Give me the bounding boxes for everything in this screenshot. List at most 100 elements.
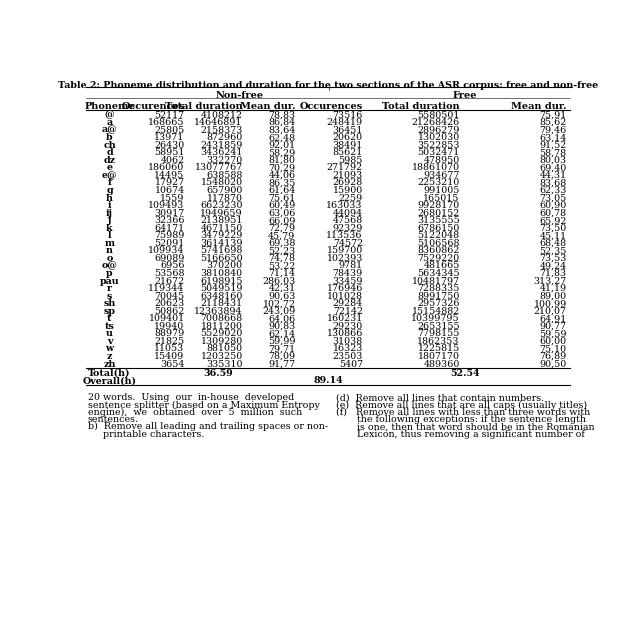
Text: f: f: [108, 178, 111, 187]
Text: 59,59: 59,59: [540, 329, 566, 338]
Text: 90,77: 90,77: [540, 322, 566, 331]
Text: 210,07: 210,07: [534, 307, 566, 316]
Text: 13077767: 13077767: [195, 163, 243, 172]
Text: 63,14: 63,14: [540, 133, 566, 142]
Text: 6786150: 6786150: [417, 224, 460, 233]
Text: 102,72: 102,72: [262, 299, 296, 308]
Text: 8991750: 8991750: [417, 292, 460, 301]
Text: 52117: 52117: [154, 110, 184, 119]
Text: 73516: 73516: [333, 110, 363, 119]
Text: 5122048: 5122048: [418, 231, 460, 240]
Text: 117870: 117870: [207, 194, 243, 203]
Text: 30917: 30917: [154, 208, 184, 218]
Text: v: v: [107, 337, 112, 346]
Text: 109493: 109493: [148, 201, 184, 210]
Text: p: p: [106, 269, 113, 278]
Text: 6348160: 6348160: [200, 292, 243, 301]
Text: 73,50: 73,50: [540, 224, 566, 233]
Text: 44,31: 44,31: [540, 171, 566, 180]
Text: 13971: 13971: [154, 133, 184, 142]
Text: 20623: 20623: [154, 299, 184, 308]
Text: 72,79: 72,79: [268, 224, 296, 233]
Text: is one, then that word should be in the Romanian: is one, then that word should be in the …: [336, 422, 595, 431]
Text: 286,03: 286,03: [262, 276, 296, 285]
Text: r: r: [107, 284, 112, 293]
Text: 32366: 32366: [154, 216, 184, 225]
Text: 1203250: 1203250: [200, 352, 243, 361]
Text: 45,79: 45,79: [268, 231, 296, 240]
Text: i: i: [108, 201, 111, 210]
Text: ch: ch: [103, 141, 116, 150]
Text: 7798155: 7798155: [417, 329, 460, 338]
Text: 29230: 29230: [333, 322, 363, 331]
Text: Occurences: Occurences: [122, 101, 184, 110]
Text: 335310: 335310: [206, 360, 243, 369]
Text: 86,35: 86,35: [268, 178, 296, 187]
Text: 5049519: 5049519: [200, 284, 243, 293]
Text: 18861070: 18861070: [412, 163, 460, 172]
Text: 1811200: 1811200: [201, 322, 243, 331]
Text: 10674: 10674: [154, 186, 184, 195]
Text: 101028: 101028: [327, 292, 363, 301]
Text: 2118431: 2118431: [200, 299, 243, 308]
Text: 75,91: 75,91: [540, 110, 566, 119]
Text: 45,11: 45,11: [540, 231, 566, 240]
Text: 60,78: 60,78: [540, 208, 566, 218]
Text: 6956: 6956: [160, 262, 184, 271]
Text: 71,83: 71,83: [540, 269, 566, 278]
Text: 7529220: 7529220: [417, 254, 460, 263]
Text: b)  Remove all leading and trailing spaces or non-: b) Remove all leading and trailing space…: [88, 422, 328, 431]
Text: 113536: 113536: [326, 231, 363, 240]
Text: 1548020: 1548020: [200, 178, 243, 187]
Text: 75,10: 75,10: [540, 344, 566, 353]
Text: ts: ts: [104, 322, 115, 331]
Text: 92329: 92329: [333, 224, 363, 233]
Text: 50862: 50862: [154, 307, 184, 316]
Text: 85621: 85621: [333, 148, 363, 157]
Text: z: z: [107, 352, 112, 361]
Text: t: t: [108, 314, 112, 323]
Text: pau: pau: [100, 276, 119, 285]
Text: 58,78: 58,78: [540, 148, 566, 157]
Text: 90,50: 90,50: [540, 360, 566, 369]
Text: 58951: 58951: [154, 148, 184, 157]
Text: 165015: 165015: [424, 194, 460, 203]
Text: 248419: 248419: [327, 118, 363, 127]
Text: 60,90: 60,90: [540, 201, 566, 210]
Text: 21268426: 21268426: [412, 118, 460, 127]
Text: Total duration: Total duration: [382, 101, 460, 110]
Text: 52.54: 52.54: [450, 369, 479, 378]
Text: 2896279: 2896279: [417, 126, 460, 135]
Text: e: e: [106, 163, 113, 172]
Text: 69,38: 69,38: [268, 239, 296, 248]
Text: 481665: 481665: [424, 262, 460, 271]
Text: 2158373: 2158373: [200, 126, 243, 135]
Text: 1309280: 1309280: [200, 337, 243, 346]
Text: 163033: 163033: [326, 201, 363, 210]
Text: j: j: [108, 216, 111, 225]
Text: 49,24: 49,24: [540, 262, 566, 271]
Text: 81,80: 81,80: [268, 156, 296, 165]
Text: 5106568: 5106568: [417, 239, 460, 248]
Text: 90,83: 90,83: [268, 322, 296, 331]
Text: 69089: 69089: [154, 254, 184, 263]
Text: 2957326: 2957326: [417, 299, 460, 308]
Text: Total duration: Total duration: [165, 101, 243, 110]
Text: 58,29: 58,29: [268, 148, 296, 157]
Text: 68,48: 68,48: [540, 239, 566, 248]
Text: 1807170: 1807170: [418, 352, 460, 361]
Text: (e)  Remove all lines that are all caps (usually titles): (e) Remove all lines that are all caps (…: [336, 401, 587, 410]
Text: 5407: 5407: [339, 360, 363, 369]
Text: 5741698: 5741698: [200, 246, 243, 255]
Text: 2259: 2259: [339, 194, 363, 203]
Text: Free: Free: [452, 91, 477, 100]
Text: 88979: 88979: [154, 329, 184, 338]
Text: 31038: 31038: [333, 337, 363, 346]
Text: 89,00: 89,00: [540, 292, 566, 301]
Text: sp: sp: [104, 307, 115, 316]
Text: 478950: 478950: [424, 156, 460, 165]
Text: 6623230: 6623230: [200, 201, 243, 210]
Text: 20 words.  Using  our  in-house  developed: 20 words. Using our in-house developed: [88, 393, 294, 402]
Text: a: a: [106, 118, 113, 127]
Text: 5580501: 5580501: [417, 110, 460, 119]
